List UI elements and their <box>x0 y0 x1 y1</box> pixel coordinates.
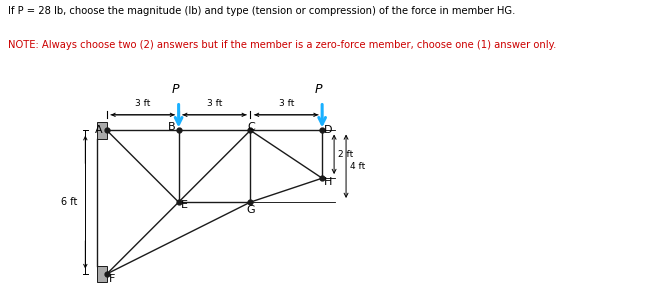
Text: B: B <box>167 123 175 132</box>
Text: If P = 28 lb, choose the magnitude (lb) and type (tension or compression) of the: If P = 28 lb, choose the magnitude (lb) … <box>8 6 515 16</box>
Text: A: A <box>95 125 102 135</box>
Text: 3 ft: 3 ft <box>207 99 222 108</box>
Text: 3 ft: 3 ft <box>135 99 151 108</box>
Text: 2 ft: 2 ft <box>338 150 353 159</box>
Text: C: C <box>247 122 255 132</box>
Text: 6 ft: 6 ft <box>61 197 77 207</box>
Text: H: H <box>324 177 332 187</box>
Text: P: P <box>315 83 322 96</box>
Text: NOTE: Always choose two (2) answers but if the member is a zero-force member, ch: NOTE: Always choose two (2) answers but … <box>8 40 556 50</box>
Text: E: E <box>181 200 188 210</box>
Text: D: D <box>324 125 333 135</box>
Text: F: F <box>109 274 115 284</box>
Text: 3 ft: 3 ft <box>278 99 294 108</box>
Text: G: G <box>246 205 255 215</box>
Bar <box>98 122 107 139</box>
Bar <box>98 266 107 282</box>
Text: 4 ft: 4 ft <box>349 162 365 171</box>
Text: P: P <box>171 83 179 96</box>
